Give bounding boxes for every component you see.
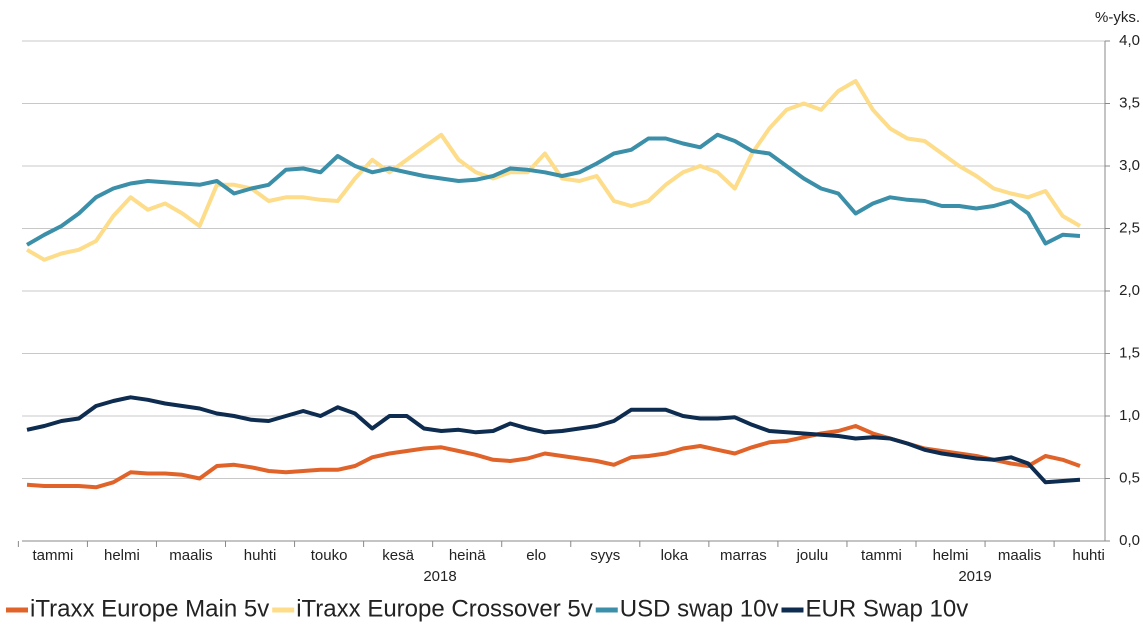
- unit-label: %-yks.: [1095, 9, 1140, 26]
- x-tick-label: helmi: [104, 547, 140, 564]
- x-tick-label: tammi: [32, 547, 73, 564]
- legend-label: USD swap 10v: [620, 595, 779, 622]
- legend-label: iTraxx Europe Main 5v: [30, 595, 269, 622]
- y-tick-label: 0,5: [1119, 469, 1140, 486]
- series-line: [25, 79, 1082, 262]
- y-tick-label: 0,0: [1119, 532, 1140, 549]
- x-tick-label: joulu: [796, 547, 829, 564]
- x-tick-label: heinä: [449, 547, 486, 564]
- x-tick-label: elo: [526, 547, 546, 564]
- y-tick-label: 2,5: [1119, 219, 1140, 236]
- x-tick-label: tammi: [861, 547, 902, 564]
- y-tick-label: 2,0: [1119, 282, 1140, 299]
- y-tick-label: 4,0: [1119, 32, 1140, 49]
- year-label: 2019: [958, 568, 991, 585]
- x-tick-label: marras: [720, 547, 767, 564]
- x-tick-label: syys: [590, 547, 620, 564]
- x-tick-label: touko: [311, 547, 348, 564]
- x-tick-label: kesä: [382, 547, 414, 564]
- legend-label: EUR Swap 10v: [805, 595, 968, 622]
- x-tick-label: huhti: [244, 547, 277, 564]
- legend-label: iTraxx Europe Crossover 5v: [296, 595, 593, 622]
- x-tick-label: maalis: [169, 547, 212, 564]
- x-tick-label: huhti: [1072, 547, 1105, 564]
- y-tick-label: 3,5: [1119, 94, 1140, 111]
- x-tick-label: loka: [661, 547, 689, 564]
- y-tick-label: 1,5: [1119, 344, 1140, 361]
- x-tick-label: helmi: [933, 547, 969, 564]
- x-tick-label: maalis: [998, 547, 1041, 564]
- y-tick-label: 3,0: [1119, 157, 1140, 174]
- series-line: [26, 395, 1081, 485]
- y-tick-label: 1,0: [1119, 407, 1140, 424]
- year-label: 2018: [423, 568, 456, 585]
- series-line: [25, 132, 1081, 247]
